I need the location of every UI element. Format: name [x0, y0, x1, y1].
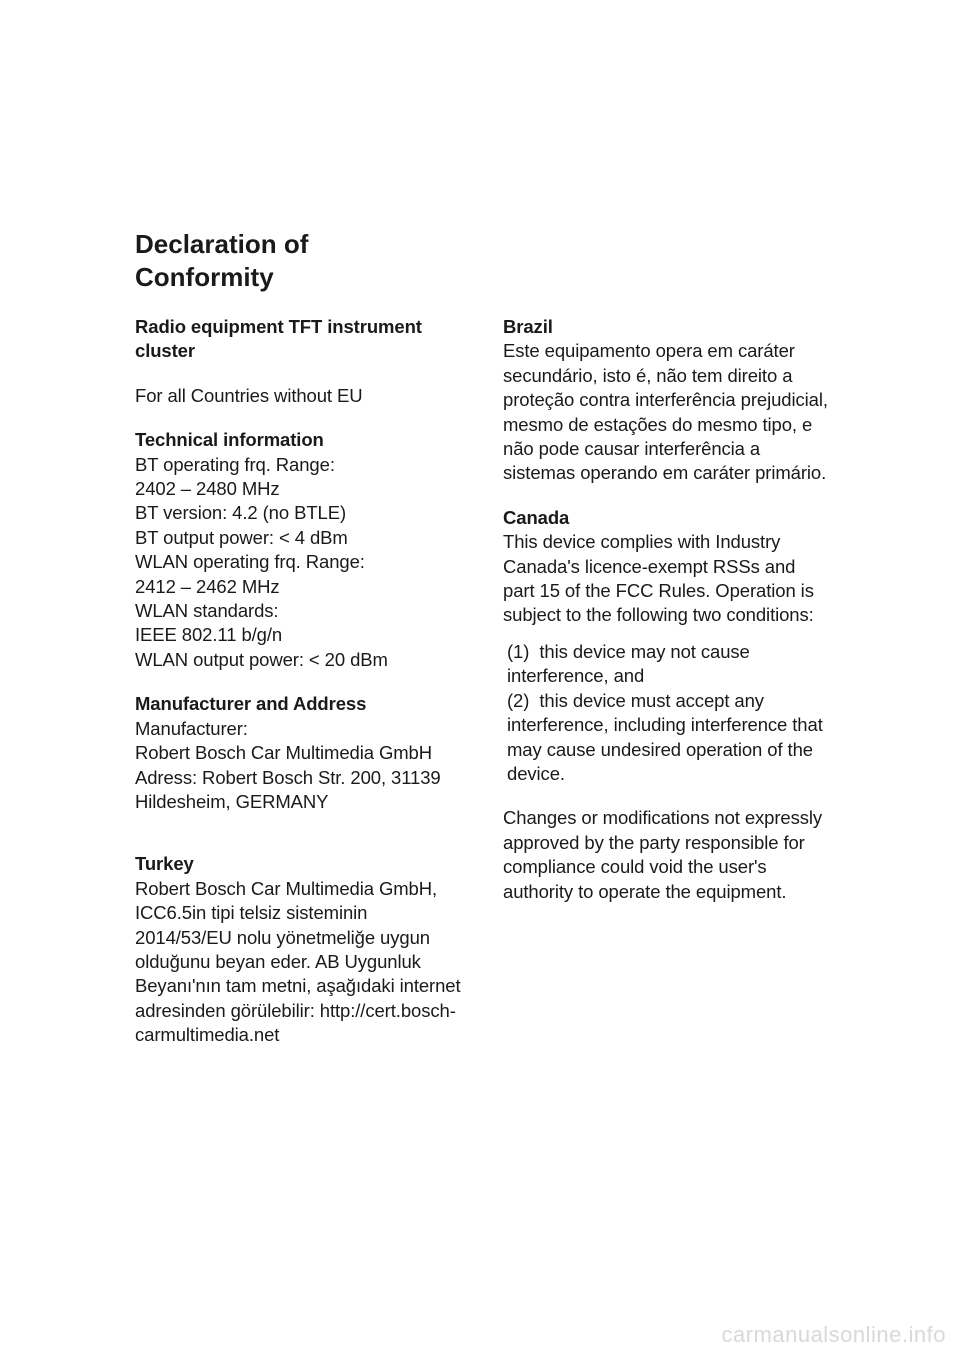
brazil-body: Este equipamento opera em caráter secund… — [503, 339, 831, 485]
tech-line: BT operating frq. Range: — [135, 453, 463, 477]
tech-line: 2412 – 2462 MHz — [135, 575, 463, 599]
tech-line: IEEE 802.11 b/g/n — [135, 623, 463, 647]
radio-equipment-heading: Radio equipment TFT instrument cluster — [135, 315, 463, 364]
turkey-heading: Turkey — [135, 852, 463, 876]
tech-line: WLAN operating frq. Range: — [135, 550, 463, 574]
turkey-body: Robert Bosch Car Multimedia GmbH, ICC6.5… — [135, 877, 463, 1048]
countries-block: For all Countries without EU — [135, 384, 463, 408]
left-column: Radio equipment TFT instrument cluster F… — [135, 315, 463, 1068]
manufacturer-line: Manufacturer: — [135, 717, 463, 741]
tech-line: BT output power: < 4 dBm — [135, 526, 463, 550]
canada-list: (1) this device may not cause interferen… — [503, 640, 831, 786]
tech-line: BT version: 4.2 (no BTLE) — [135, 501, 463, 525]
canada-paragraph-2-block: Changes or modifications not expressly a… — [503, 806, 831, 904]
canada-paragraph-2: Changes or modifications not expressly a… — [503, 806, 831, 904]
tech-line: WLAN standards: — [135, 599, 463, 623]
columns: Radio equipment TFT instrument cluster F… — [135, 315, 885, 1068]
manufacturer-line: Robert Bosch Car Multimedia GmbH — [135, 741, 463, 765]
canada-list-item-1: (1) this device may not cause interferen… — [507, 640, 831, 689]
countries-text: For all Countries without EU — [135, 384, 463, 408]
technical-info-block: Technical information BT operating frq. … — [135, 428, 463, 672]
turkey-block: Turkey Robert Bosch Car Multimedia GmbH,… — [135, 852, 463, 1047]
tech-line: 2402 – 2480 MHz — [135, 477, 463, 501]
manufacturer-block: Manufacturer and Address Manufacturer: R… — [135, 692, 463, 814]
brazil-heading: Brazil — [503, 315, 831, 339]
canada-list-item-2: (2) this device must accept any interfer… — [507, 689, 831, 787]
manufacturer-heading: Manufacturer and Address — [135, 692, 463, 716]
canada-paragraph-1: This device complies with Industry Canad… — [503, 530, 831, 628]
page: Declaration of Conformity Radio equipmen… — [0, 0, 960, 1128]
radio-equipment-block: Radio equipment TFT instrument cluster — [135, 315, 463, 364]
watermark: carmanualsonline.info — [721, 1322, 946, 1348]
title-line-1: Declaration of — [135, 229, 308, 259]
canada-block: Canada This device complies with Industr… — [503, 506, 831, 628]
canada-heading: Canada — [503, 506, 831, 530]
title-line-2: Conformity — [135, 262, 274, 292]
brazil-block: Brazil Este equipamento opera em caráter… — [503, 315, 831, 486]
right-column: Brazil Este equipamento opera em caráter… — [503, 315, 831, 1068]
technical-info-heading: Technical information — [135, 428, 463, 452]
page-title: Declaration of Conformity — [135, 228, 885, 293]
tech-line: WLAN output power: < 20 dBm — [135, 648, 463, 672]
manufacturer-line: Adress: Robert Bosch Str. 200, 31139 Hil… — [135, 766, 463, 815]
